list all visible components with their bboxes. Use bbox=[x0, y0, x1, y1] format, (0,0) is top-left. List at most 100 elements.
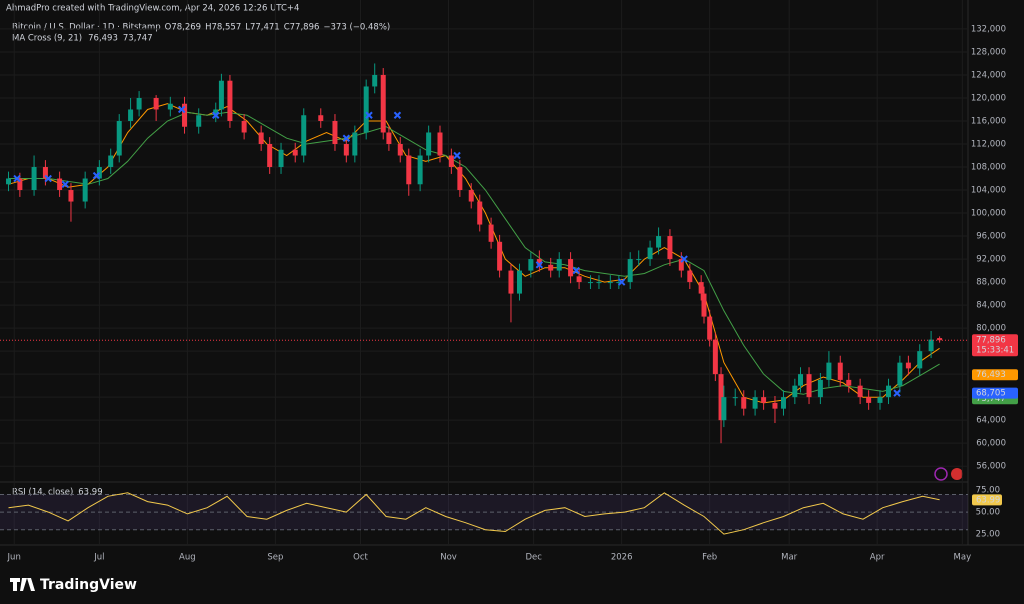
price-tag-label: 73,747 bbox=[976, 394, 1006, 404]
moving-average bbox=[8, 103, 940, 404]
y-tick-label: 88,000 bbox=[976, 278, 1006, 288]
candle-body bbox=[477, 201, 483, 225]
candle-body bbox=[213, 109, 219, 116]
candle-body bbox=[656, 236, 662, 248]
y-tick-label: 104,000 bbox=[971, 186, 1006, 196]
candle-body bbox=[721, 397, 727, 421]
candle-body bbox=[732, 397, 738, 399]
chart-icons bbox=[934, 467, 963, 481]
y-tick-label: 64,000 bbox=[976, 416, 1006, 426]
candle-body bbox=[937, 338, 943, 341]
symbol-title: Bitcoin / U.S. Dollar · 1D · Bitstamp bbox=[12, 23, 161, 33]
x-tick-label: Mar bbox=[781, 553, 798, 563]
candle-body bbox=[752, 397, 758, 409]
cross-marker bbox=[342, 134, 351, 142]
candle-body bbox=[508, 270, 514, 294]
x-tick-label: Jun bbox=[7, 553, 21, 563]
rsi-tick-label: 25.00 bbox=[976, 530, 1000, 540]
cross-marker bbox=[13, 174, 21, 183]
cross-marker bbox=[61, 180, 69, 188]
candle-body bbox=[258, 132, 264, 144]
cross-marker bbox=[535, 261, 544, 269]
candle-body bbox=[817, 379, 823, 398]
icon bbox=[951, 468, 963, 480]
candle-body bbox=[57, 178, 63, 191]
ohlc-value: H78,557 bbox=[205, 23, 241, 33]
rsi-line bbox=[8, 492, 940, 535]
candle-body bbox=[647, 247, 653, 260]
candle-body bbox=[17, 178, 23, 191]
candle-body bbox=[857, 385, 863, 398]
candle-body bbox=[741, 397, 747, 409]
price-tag-label: 68,705 bbox=[976, 389, 1006, 399]
x-tick-label: Apr bbox=[870, 553, 885, 563]
price-tag-label: 76,493 bbox=[976, 370, 1006, 380]
y-tick-label: 84,000 bbox=[976, 301, 1006, 311]
rsi-tick-label: 75.00 bbox=[976, 486, 1000, 496]
moving-average bbox=[8, 111, 940, 395]
candle-body bbox=[437, 132, 443, 156]
candle-body bbox=[448, 155, 454, 168]
candle-body bbox=[352, 132, 358, 156]
price-tag-label: 77,896 bbox=[976, 336, 1006, 346]
candle-body bbox=[227, 80, 233, 121]
y-tick-label: 112,000 bbox=[971, 140, 1006, 150]
candle-body bbox=[6, 178, 12, 185]
candle-body bbox=[568, 259, 574, 277]
candle-body bbox=[806, 374, 812, 398]
candle-body bbox=[780, 397, 786, 409]
x-tick-label: Feb bbox=[702, 553, 717, 563]
rsi-legend-value: 63.99 bbox=[78, 488, 102, 498]
y-tick-label: 56,000 bbox=[976, 462, 1006, 472]
candle-body bbox=[516, 270, 522, 294]
candle-body bbox=[917, 351, 923, 369]
x-tick-label: Sep bbox=[267, 553, 283, 563]
rsi-tick-label: 50.00 bbox=[976, 508, 1000, 518]
candle-body bbox=[846, 379, 852, 386]
candle-body bbox=[241, 120, 247, 133]
candle-body bbox=[667, 236, 673, 260]
candle-body bbox=[136, 97, 142, 110]
candle-body bbox=[792, 385, 798, 398]
candle-body bbox=[798, 374, 804, 386]
indicator-value: 73,747 bbox=[123, 34, 153, 44]
y-tick-label: 120,000 bbox=[971, 93, 1006, 103]
candle-body bbox=[267, 144, 273, 168]
candle-body bbox=[426, 132, 432, 156]
cross-marker bbox=[177, 105, 186, 114]
candle-body bbox=[108, 155, 114, 168]
candle-body bbox=[607, 282, 613, 284]
candle-body bbox=[712, 339, 718, 375]
candle-body bbox=[457, 167, 463, 191]
candle-body bbox=[318, 115, 324, 121]
candle-body bbox=[707, 316, 713, 340]
candle-body bbox=[468, 190, 474, 202]
y-tick-label: 96,000 bbox=[976, 232, 1006, 242]
candle-body bbox=[497, 241, 503, 271]
y-tick-label: 92,000 bbox=[976, 255, 1006, 265]
candle-body bbox=[167, 103, 173, 110]
x-tick-label: Jul bbox=[93, 553, 104, 563]
candle-body bbox=[826, 362, 832, 380]
candle-body bbox=[397, 144, 403, 156]
rsi-tag-label: 63.99 bbox=[976, 495, 1000, 505]
y-tick-label: 108,000 bbox=[971, 163, 1006, 173]
candle-body bbox=[372, 74, 378, 87]
candle-body bbox=[928, 339, 934, 352]
candle-body bbox=[488, 224, 494, 242]
ohlc-value: L77,471 bbox=[245, 23, 279, 33]
price-tag-countdown: 15:33:41 bbox=[976, 346, 1014, 356]
candle-body bbox=[196, 115, 202, 127]
candle-body bbox=[363, 86, 369, 133]
candle-body bbox=[837, 362, 843, 380]
candle-body bbox=[528, 259, 534, 271]
cross-marker bbox=[365, 111, 373, 119]
cross-marker bbox=[212, 111, 220, 119]
legend: Bitcoin / U.S. Dollar · 1D · Bitstamp MA… bbox=[12, 23, 161, 498]
candle-body bbox=[576, 276, 582, 283]
candle-body bbox=[718, 374, 724, 421]
rsi-title: RSI (14, close) bbox=[12, 488, 73, 498]
ohlc-value: C77,896 bbox=[284, 23, 320, 33]
candle-body bbox=[406, 155, 412, 185]
